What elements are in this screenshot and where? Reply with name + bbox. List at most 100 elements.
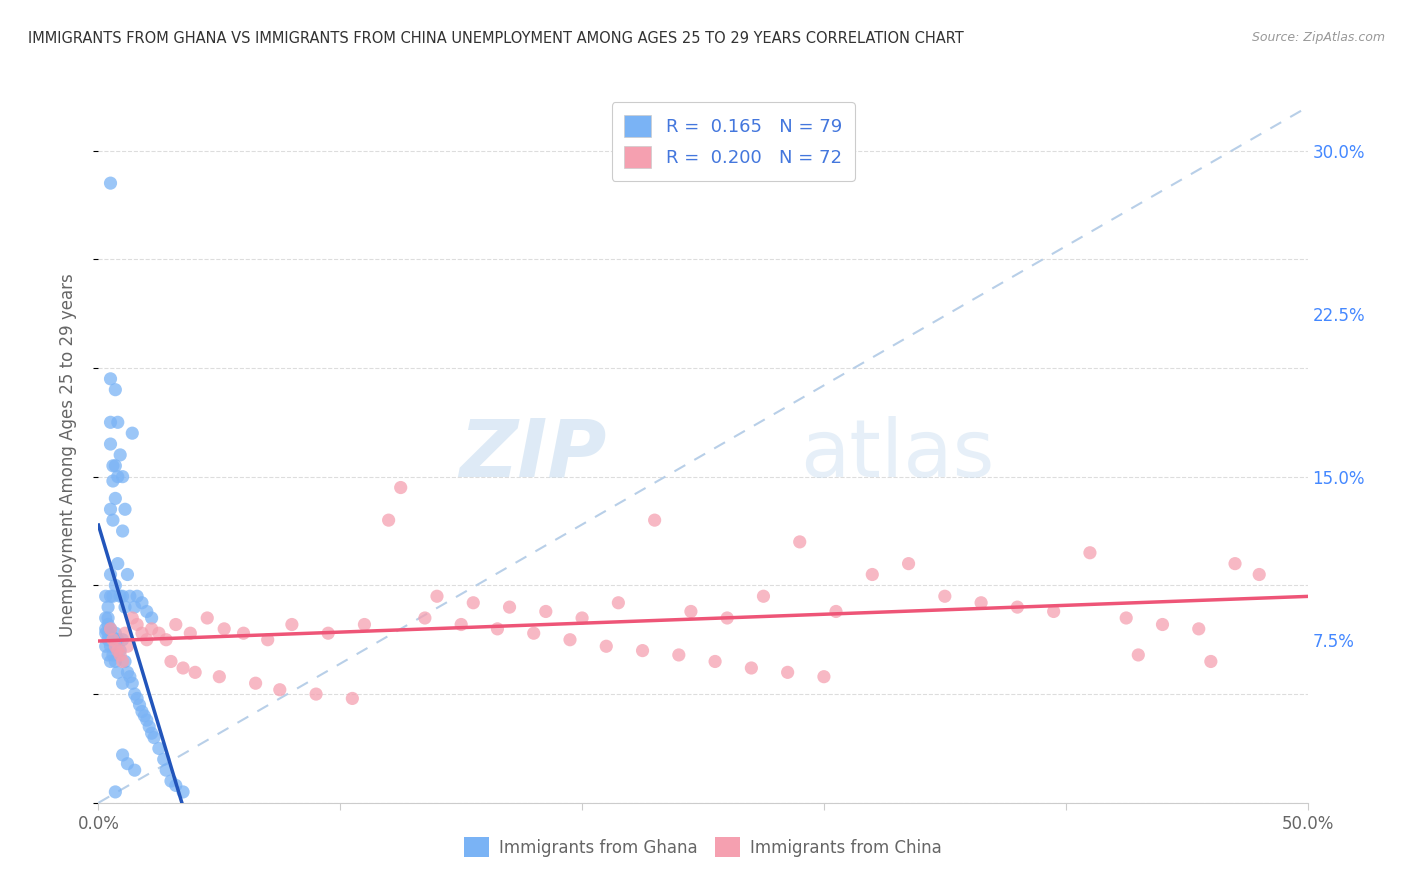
Point	[155, 763, 177, 777]
Point	[97, 632, 120, 647]
Point	[108, 648, 131, 662]
Point	[716, 611, 738, 625]
Point	[1152, 617, 1174, 632]
Point	[1223, 557, 1246, 571]
Point	[107, 415, 129, 429]
Point	[97, 611, 120, 625]
Point	[165, 778, 187, 793]
Point	[752, 589, 775, 603]
Point	[179, 626, 201, 640]
Point	[860, 567, 883, 582]
Point	[353, 617, 375, 632]
Point	[134, 708, 156, 723]
Point	[124, 763, 146, 777]
Point	[141, 622, 163, 636]
Text: atlas: atlas	[800, 416, 994, 494]
Point	[97, 626, 120, 640]
Point	[117, 639, 139, 653]
Point	[111, 469, 134, 483]
Point	[111, 747, 134, 762]
Point	[413, 611, 436, 625]
Point	[101, 513, 124, 527]
Point	[114, 626, 136, 640]
Point	[111, 655, 134, 669]
Point	[118, 589, 141, 603]
Point	[131, 596, 153, 610]
Point	[128, 698, 150, 712]
Point	[143, 731, 166, 745]
Point	[135, 713, 157, 727]
Point	[100, 589, 122, 603]
Text: ZIP: ZIP	[458, 416, 606, 494]
Point	[245, 676, 267, 690]
Point	[141, 611, 163, 625]
Point	[107, 557, 129, 571]
Point	[121, 676, 143, 690]
Point	[135, 605, 157, 619]
Point	[117, 567, 139, 582]
Point	[100, 622, 122, 636]
Point	[595, 639, 617, 653]
Point	[558, 632, 581, 647]
Point	[131, 626, 153, 640]
Point	[1115, 611, 1137, 625]
Point	[101, 648, 124, 662]
Point	[1007, 600, 1029, 615]
Point	[108, 448, 131, 462]
Point	[463, 596, 485, 610]
Point	[124, 687, 146, 701]
Point	[607, 596, 630, 610]
Point	[104, 491, 127, 506]
Point	[897, 557, 920, 571]
Point	[104, 458, 127, 473]
Point	[668, 648, 690, 662]
Point	[1249, 567, 1271, 582]
Point	[1042, 605, 1064, 619]
Point	[107, 665, 129, 680]
Point	[94, 589, 117, 603]
Point	[450, 617, 472, 632]
Point	[160, 774, 183, 789]
Point	[131, 705, 153, 719]
Point	[111, 524, 134, 538]
Point	[104, 578, 127, 592]
Point	[118, 670, 141, 684]
Point	[1128, 648, 1150, 662]
Point	[94, 626, 117, 640]
Point	[165, 617, 187, 632]
Point	[740, 661, 762, 675]
Point	[101, 631, 124, 645]
Point	[486, 622, 509, 636]
Point	[101, 632, 124, 647]
Point	[124, 600, 146, 615]
Point	[114, 655, 136, 669]
Point	[100, 502, 122, 516]
Point	[195, 611, 218, 625]
Point	[141, 726, 163, 740]
Point	[111, 676, 134, 690]
Y-axis label: Unemployment Among Ages 25 to 29 years: Unemployment Among Ages 25 to 29 years	[59, 273, 77, 637]
Point	[101, 589, 124, 603]
Point	[114, 502, 136, 516]
Point	[184, 665, 207, 680]
Point	[107, 632, 129, 647]
Text: IMMIGRANTS FROM GHANA VS IMMIGRANTS FROM CHINA UNEMPLOYMENT AMONG AGES 25 TO 29 : IMMIGRANTS FROM GHANA VS IMMIGRANTS FROM…	[28, 31, 965, 46]
Point	[389, 481, 412, 495]
Point	[97, 617, 120, 632]
Point	[825, 605, 848, 619]
Point	[100, 372, 122, 386]
Point	[104, 626, 127, 640]
Point	[148, 741, 170, 756]
Point	[934, 589, 956, 603]
Point	[571, 611, 593, 625]
Point	[127, 617, 149, 632]
Legend: Immigrants from Ghana, Immigrants from China: Immigrants from Ghana, Immigrants from C…	[458, 830, 948, 864]
Point	[107, 643, 129, 657]
Point	[679, 605, 702, 619]
Point	[135, 632, 157, 647]
Point	[100, 567, 122, 582]
Point	[631, 643, 654, 657]
Point	[111, 632, 134, 647]
Point	[117, 665, 139, 680]
Point	[256, 632, 278, 647]
